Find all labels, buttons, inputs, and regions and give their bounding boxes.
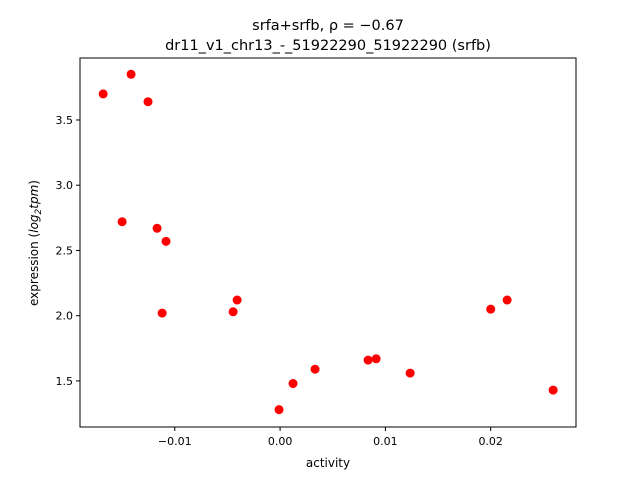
x-tick-label: 0.01 [373, 435, 398, 448]
y-label-suffix: ) [27, 180, 41, 185]
data-point [405, 368, 415, 378]
y-tick-label: 1.5 [56, 375, 74, 388]
data-point [502, 295, 512, 305]
data-point [98, 89, 108, 99]
y-label-prefix: expression ( [27, 233, 41, 306]
data-point [232, 295, 242, 305]
x-tick-label: −0.01 [158, 435, 192, 448]
data-point [228, 307, 238, 317]
chart-title-line1: srfa+srfb, ρ = −0.67 [252, 18, 404, 34]
data-point [486, 304, 496, 314]
data-point [274, 405, 284, 415]
chart-title-line2: dr11_v1_chr13_-_51922290_51922290 (srfb) [165, 38, 491, 54]
data-point [371, 354, 381, 364]
x-tick-label: 0.02 [478, 435, 503, 448]
data-point [548, 385, 558, 395]
data-point [143, 97, 153, 107]
y-tick-label: 2.5 [56, 244, 74, 257]
y-label-tpm: tpm [27, 185, 41, 209]
data-point [157, 308, 167, 318]
y-tick-label: 2.0 [56, 310, 74, 323]
data-point [117, 217, 127, 227]
y-tick-label: 3.0 [56, 179, 74, 192]
x-axis-label: activity [306, 456, 350, 470]
x-tick-label: 0.00 [268, 435, 293, 448]
data-point [310, 364, 320, 374]
data-point [288, 379, 298, 389]
y-axis-label: expression (log2tpm) [27, 180, 44, 306]
data-point [161, 236, 171, 246]
data-point [152, 223, 162, 233]
data-point [363, 355, 373, 365]
y-label-sub: 2 [34, 208, 44, 214]
data-point [126, 69, 136, 79]
y-label-log: log [27, 214, 41, 233]
plot-frame [79, 57, 577, 428]
y-tick-label: 3.5 [56, 114, 74, 127]
